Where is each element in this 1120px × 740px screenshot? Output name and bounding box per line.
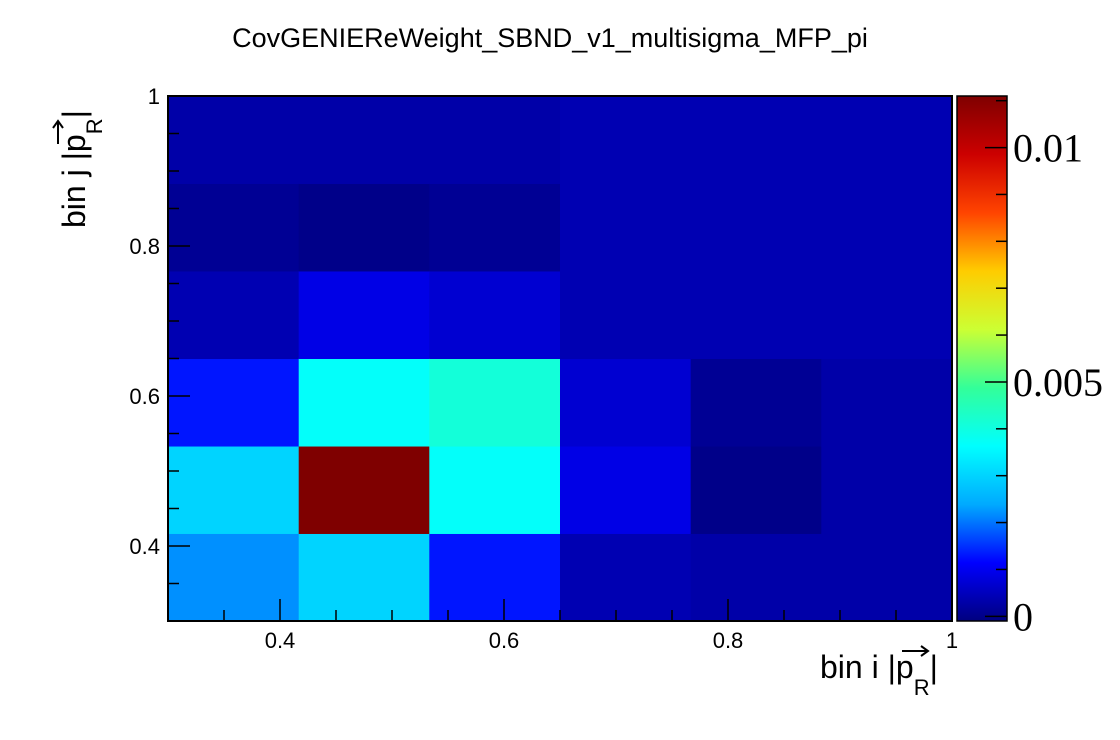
- heatmap-cell: [168, 446, 300, 534]
- heatmap-cell: [560, 446, 692, 534]
- x-axis-tick-label: 0.8: [713, 628, 744, 653]
- heatmap-cell: [298, 183, 430, 272]
- y-axis-vector-arrow-icon: [52, 119, 64, 144]
- y-axis-tick-label: 0.4: [129, 534, 160, 559]
- heatmap-cell: [690, 358, 822, 447]
- heatmap-cell: [168, 533, 300, 622]
- x-axis-vector-arrow-icon: [902, 645, 930, 657]
- heatmap-cell: [560, 358, 692, 447]
- x-axis-title-var: p: [896, 649, 914, 685]
- x-axis-title-suffix: |: [930, 649, 938, 685]
- heatmap-cell: [429, 358, 561, 447]
- y-axis-title-prefix: bin j |: [56, 152, 92, 228]
- heatmap-cell: [560, 183, 692, 272]
- heatmap-cell: [298, 358, 430, 447]
- heatmap-cell: [560, 270, 692, 359]
- heatmap-cells: [168, 96, 953, 622]
- heatmap-cell: [298, 533, 430, 622]
- heatmap-cell: [429, 533, 561, 622]
- heatmap-cell: [168, 96, 300, 185]
- heatmap-cell: [298, 446, 430, 534]
- heatmap-cell: [429, 270, 561, 359]
- colorbar-tick-label: 0.005: [1013, 360, 1103, 405]
- x-axis-tick-label: 1: [946, 628, 958, 653]
- y-axis-title: bin j |pR|: [52, 110, 107, 228]
- heatmap-cell: [821, 533, 953, 622]
- heatmap-cell: [690, 446, 822, 534]
- heatmap-cell: [821, 446, 953, 534]
- x-axis-tick-label: 0.4: [265, 628, 296, 653]
- heatmap-cell: [690, 96, 822, 185]
- heatmap-cell: [168, 270, 300, 359]
- axis-tick-labels: 0.4 0.6 0.8 1 0.4 0.6 0.8 1: [129, 84, 958, 653]
- heatmap-cell: [821, 183, 953, 272]
- heatmap-cell: [690, 183, 822, 272]
- x-axis-title-sub: R: [914, 675, 930, 700]
- heatmap-cell: [429, 446, 561, 534]
- heatmap-cell: [560, 533, 692, 622]
- y-axis-tick-label: 1: [148, 84, 160, 109]
- heatmap-cell: [690, 533, 822, 622]
- colorbar-tick-label: 0: [1013, 594, 1033, 639]
- x-axis-tick-label: 0.6: [489, 628, 520, 653]
- y-axis-title-sub: R: [82, 118, 107, 134]
- colorbar: [956, 95, 1008, 622]
- y-axis-tick-label: 0.6: [129, 384, 160, 409]
- y-axis-title-text: bin j |pR|: [56, 110, 107, 228]
- heatmap-cell: [429, 183, 561, 272]
- heatmap-cell: [168, 183, 300, 272]
- y-axis-title-var: p: [56, 134, 92, 152]
- heatmap-cell: [298, 270, 430, 359]
- heatmap-cell: [690, 270, 822, 359]
- y-axis-title-suffix: |: [56, 110, 92, 118]
- heatmap-cell: [821, 358, 953, 447]
- x-axis-title-text: bin i |pR|: [820, 649, 938, 700]
- colorbar-tick-label: 0.01: [1013, 126, 1083, 171]
- x-axis-title-prefix: bin i |: [820, 649, 896, 685]
- heatmap-cell: [821, 270, 953, 359]
- chart-title: CovGENIEReWeight_SBND_v1_multisigma_MFP_…: [232, 23, 868, 53]
- heatmap-cell: [168, 358, 300, 447]
- y-axis-tick-label: 0.8: [129, 234, 160, 259]
- heatmap-cell: [560, 96, 692, 185]
- heatmap-cell: [821, 96, 953, 185]
- heatmap-cell: [429, 96, 561, 185]
- colorbar-ticks: 0 0.005 0.01: [985, 99, 1103, 639]
- heatmap-cell: [298, 96, 430, 185]
- axis-ticks: [167, 95, 953, 622]
- x-axis-title: bin i |pR|: [820, 645, 938, 700]
